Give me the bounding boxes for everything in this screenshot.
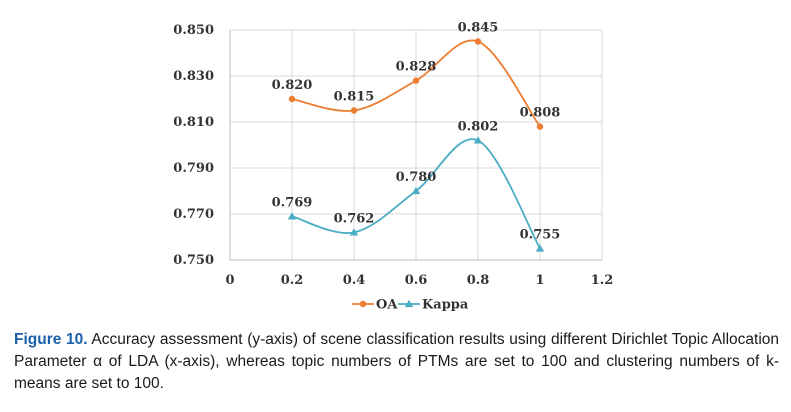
y-tick-label: 0.830 bbox=[173, 69, 214, 84]
kappa-data-label: 0.755 bbox=[520, 228, 561, 243]
line-chart: 0 0.2 0.4 0.6 0.8 1 1.2 0.7500.7700.7900.8100.… bbox=[173, 21, 613, 313]
oa-legend-label: OA bbox=[376, 298, 398, 313]
series-markers bbox=[287, 38, 545, 252]
legend: OA Kappa bbox=[352, 298, 469, 313]
kappa-series-line bbox=[291, 138, 541, 249]
caption-label: Figure 10. bbox=[14, 331, 88, 348]
kappa-point bbox=[473, 136, 483, 144]
y-tick-label: 0.750 bbox=[173, 253, 214, 268]
x-tick-label: 0.2 bbox=[281, 273, 304, 288]
oa-point bbox=[536, 123, 544, 130]
grid-lines bbox=[230, 29, 603, 260]
oa-series-line bbox=[291, 39, 541, 128]
x-tick-label: 0.4 bbox=[343, 273, 366, 288]
axes bbox=[229, 30, 602, 261]
kappa-point bbox=[287, 212, 297, 220]
kappa-legend-marker bbox=[404, 299, 414, 308]
x-tick-label: 1.2 bbox=[591, 273, 614, 288]
y-tick-label: 0.790 bbox=[173, 161, 214, 176]
oa-data-label: 0.845 bbox=[458, 21, 499, 36]
x-tick-label: 0.8 bbox=[467, 273, 490, 288]
caption-text: Accuracy assessment (y-axis) of scene cl… bbox=[14, 331, 779, 392]
oa-point bbox=[412, 77, 420, 84]
kappa-point bbox=[349, 228, 359, 236]
kappa-data-label: 0.762 bbox=[334, 211, 375, 226]
oa-legend-marker bbox=[359, 300, 367, 308]
x-tick-label: 1 bbox=[535, 273, 544, 288]
series-lines bbox=[291, 39, 541, 249]
y-tick-labels: 0.750 0.770 0.790 0.810 0.830 0.850 bbox=[173, 23, 214, 268]
y-tick-label: 0.770 bbox=[173, 207, 214, 222]
x-tick-label: 0.6 bbox=[405, 273, 428, 288]
kappa-data-label: 0.802 bbox=[458, 119, 499, 134]
y-tick-label: 0.850 bbox=[173, 23, 214, 38]
figure-caption: Figure 10. Accuracy assessment (y-axis) … bbox=[14, 329, 779, 395]
oa-data-label: 0.828 bbox=[396, 60, 437, 75]
kappa-point bbox=[411, 186, 421, 195]
kappa-data-label: 0.769 bbox=[272, 195, 313, 210]
y-tick-label: 0.810 bbox=[173, 115, 214, 130]
kappa-point bbox=[535, 244, 545, 252]
x-tick-label: 0 bbox=[225, 273, 234, 288]
kappa-data-label: 0.780 bbox=[396, 170, 437, 185]
oa-point bbox=[288, 95, 296, 103]
x-tick-labels: 0 0.2 0.4 0.6 0.8 1 1.2 bbox=[225, 273, 613, 288]
data-labels: 0.820 0.815 0.828 0.845 0.808 0.769 0.762 0.780… bbox=[272, 21, 561, 243]
oa-data-label: 0.820 bbox=[272, 78, 313, 93]
kappa-legend-label: Kappa bbox=[422, 298, 469, 313]
oa-point bbox=[350, 107, 358, 114]
oa-point bbox=[474, 38, 482, 45]
oa-data-label: 0.808 bbox=[520, 106, 561, 121]
oa-data-label: 0.815 bbox=[334, 90, 375, 105]
